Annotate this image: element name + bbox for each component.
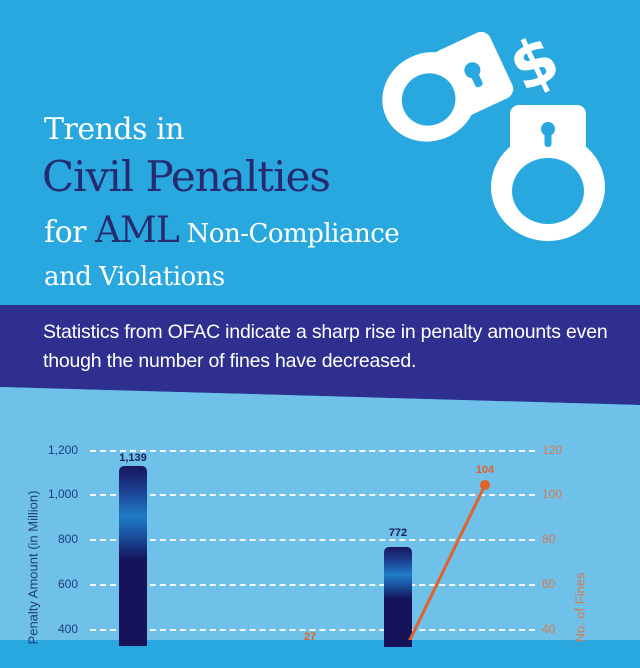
- y-tick-right: 80: [542, 532, 556, 546]
- title-line-2: Civil Penalties: [42, 152, 331, 201]
- line-value-label: 104: [475, 464, 495, 476]
- title-for: for: [44, 215, 96, 250]
- summary-text: Statistics from OFAC indicate a sharp ri…: [43, 321, 608, 372]
- y-tick-left: 1,000: [47, 487, 78, 501]
- y-tick-left: 800: [57, 532, 78, 546]
- handcuffs-dollar-icon: $: [382, 21, 605, 241]
- summary-banner: [0, 305, 640, 405]
- y-tick-right: 120: [542, 443, 563, 457]
- y-tick-right: 40: [542, 622, 556, 636]
- fines-line: [408, 480, 490, 640]
- gridline: [90, 494, 535, 496]
- y-tick-right: 60: [542, 577, 556, 591]
- title-line-1: Trends in: [44, 112, 184, 147]
- line-value-label: 27: [303, 631, 317, 643]
- y-tick-left: 1,200: [47, 443, 78, 457]
- title-line-3: for AML Non-Compliance: [44, 210, 400, 251]
- bar-value-label: 1,139: [119, 452, 147, 464]
- title-line-4: and Violations: [44, 262, 225, 292]
- y-tick-right: 100: [542, 487, 563, 501]
- bar-penalty-2: [384, 547, 412, 647]
- chart-area: [0, 387, 640, 640]
- gridline: [90, 539, 535, 541]
- title-aml: AML: [95, 210, 180, 251]
- y-tick-left: 400: [57, 622, 78, 636]
- gridline: [90, 450, 535, 452]
- title-non-compliance: Non-Compliance: [178, 219, 400, 249]
- bar-value-label: 772: [388, 527, 408, 539]
- gridline: [90, 629, 535, 631]
- line-point: [480, 480, 490, 490]
- y-tick-left: 600: [57, 577, 78, 591]
- bar-penalty-1: [119, 466, 147, 646]
- gridline: [90, 584, 535, 586]
